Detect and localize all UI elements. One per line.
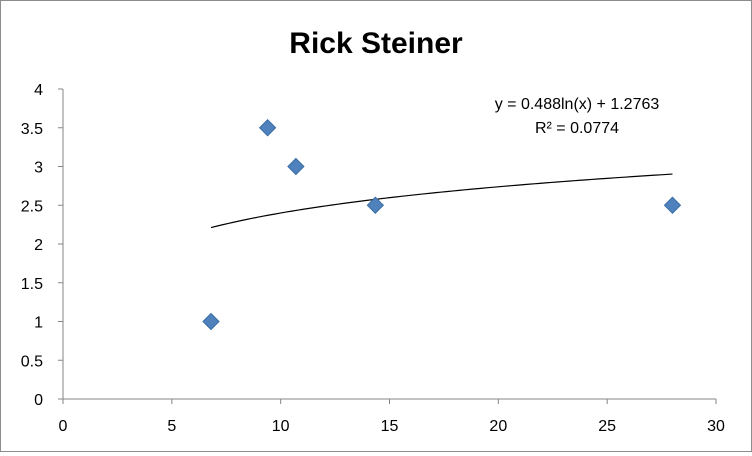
x-tick-label: 0	[59, 418, 68, 435]
tick-labels: 0 0.5 1 1.5 2 2.5 3 3.5 4 0 5 10 15 20 25 30	[21, 82, 725, 435]
x-tick-label: 10	[272, 418, 290, 435]
y-tick-label: 3	[34, 160, 43, 177]
y-tick-label: 3.5	[21, 121, 43, 138]
data-point	[258, 119, 277, 137]
y-tick-label: 2	[34, 237, 43, 254]
y-tick-label: 1.5	[21, 276, 43, 293]
x-tick-label: 5	[167, 418, 176, 435]
data-points	[202, 119, 682, 331]
trendline-equation: y = 0.488ln(x) + 1.2763	[495, 96, 660, 113]
trendline-r2: R² = 0.0774	[535, 120, 619, 137]
x-tick-label: 20	[489, 418, 507, 435]
data-point	[366, 196, 385, 214]
y-tick-label: 1	[34, 315, 43, 332]
trendline	[210, 173, 673, 229]
y-tick-label: 0.5	[21, 353, 43, 370]
y-tick-label: 2.5	[21, 198, 43, 215]
axes	[58, 88, 717, 404]
chart-title: Rick Steiner	[289, 27, 463, 60]
y-tick-label: 4	[34, 82, 43, 99]
x-tick-label: 30	[707, 418, 725, 435]
x-tick-label: 25	[598, 418, 616, 435]
data-point	[663, 196, 682, 214]
data-point	[202, 312, 220, 331]
x-tick-label: 15	[381, 418, 399, 435]
y-tick-label: 0	[34, 392, 43, 409]
data-point	[287, 157, 305, 176]
